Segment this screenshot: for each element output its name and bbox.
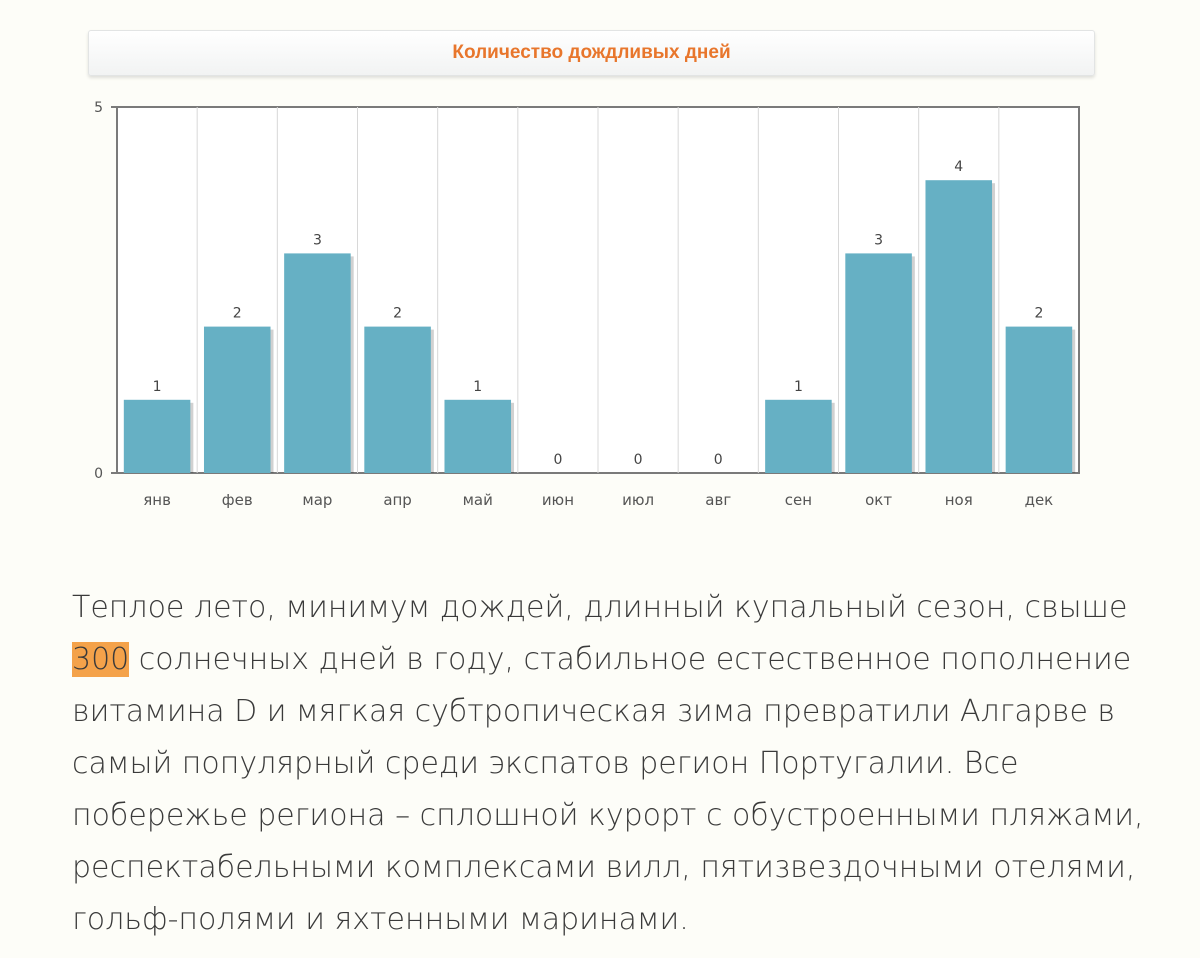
bar-сен bbox=[765, 399, 832, 473]
data-label-фев: 2 bbox=[233, 306, 242, 322]
data-label-авг: 0 bbox=[714, 452, 723, 468]
bars bbox=[123, 180, 1076, 473]
bar-дек bbox=[1005, 326, 1073, 473]
bar-апр bbox=[364, 326, 431, 473]
x-tick-label-ноя: ноя bbox=[945, 491, 973, 509]
x-tick-label-янв: янв bbox=[143, 491, 171, 509]
bar-фев bbox=[203, 326, 271, 473]
x-tick-label-дек: дек bbox=[1025, 491, 1054, 509]
bar-ноя bbox=[925, 180, 993, 473]
data-label-июл: 0 bbox=[634, 452, 643, 468]
highlighted-number: 300 bbox=[72, 642, 130, 677]
y-tick-label: 0 bbox=[94, 466, 103, 482]
rainy-days-bar-chart: 1 2 3 2 1 0 0 0 1 3 4 2 0 5 янв фев мар апр май июн июл авг с… bbox=[94, 100, 1080, 509]
bar-окт bbox=[845, 253, 912, 473]
bar-май bbox=[444, 399, 512, 473]
bar-мар bbox=[284, 253, 351, 473]
x-tick-label-июл: июл bbox=[622, 491, 654, 509]
data-label-мар: 3 bbox=[313, 232, 322, 248]
chart-title: Количество дождливых дней bbox=[452, 42, 731, 63]
paragraph-text-end: солнечных дней в году, стабильное естест… bbox=[72, 642, 1144, 937]
data-label-окт: 3 bbox=[874, 232, 883, 248]
x-tick-label-мар: мар bbox=[302, 491, 332, 509]
x-tick-label-окт: окт bbox=[865, 491, 892, 509]
data-label-ноя: 4 bbox=[954, 159, 963, 175]
data-label-июн: 0 bbox=[553, 452, 562, 468]
x-tick-label-фев: фев bbox=[222, 491, 253, 509]
data-label-сен: 1 bbox=[794, 379, 803, 395]
paragraph-text-start: Теплое лето, минимум дождей, длинный куп… bbox=[72, 590, 1128, 625]
x-tick-label-сен: сен bbox=[785, 491, 812, 509]
data-label-апр: 2 bbox=[393, 306, 402, 322]
grid-lines bbox=[196, 107, 1000, 473]
x-tick-label-авг: авг bbox=[705, 491, 731, 509]
axes: 0 5 янв фев мар апр май июн июл авг сен окт ноя дек bbox=[94, 100, 1053, 509]
data-label-май: 1 bbox=[473, 379, 482, 395]
data-label-янв: 1 bbox=[153, 379, 162, 395]
x-tick-label-апр: апр bbox=[383, 491, 412, 509]
data-label-дек: 2 bbox=[1034, 306, 1043, 322]
x-tick-label-июн: июн bbox=[542, 491, 574, 509]
data-labels: 1 2 3 2 1 0 0 0 1 3 4 2 bbox=[153, 159, 1044, 468]
article-paragraph: Теплое лето, минимум дождей, длинный куп… bbox=[72, 582, 1152, 946]
y-tick-label: 5 bbox=[94, 100, 103, 116]
chart-title-box: Количество дождливых дней bbox=[88, 30, 1095, 76]
x-tick-label-май: май bbox=[463, 491, 493, 509]
bar-янв bbox=[123, 399, 191, 473]
